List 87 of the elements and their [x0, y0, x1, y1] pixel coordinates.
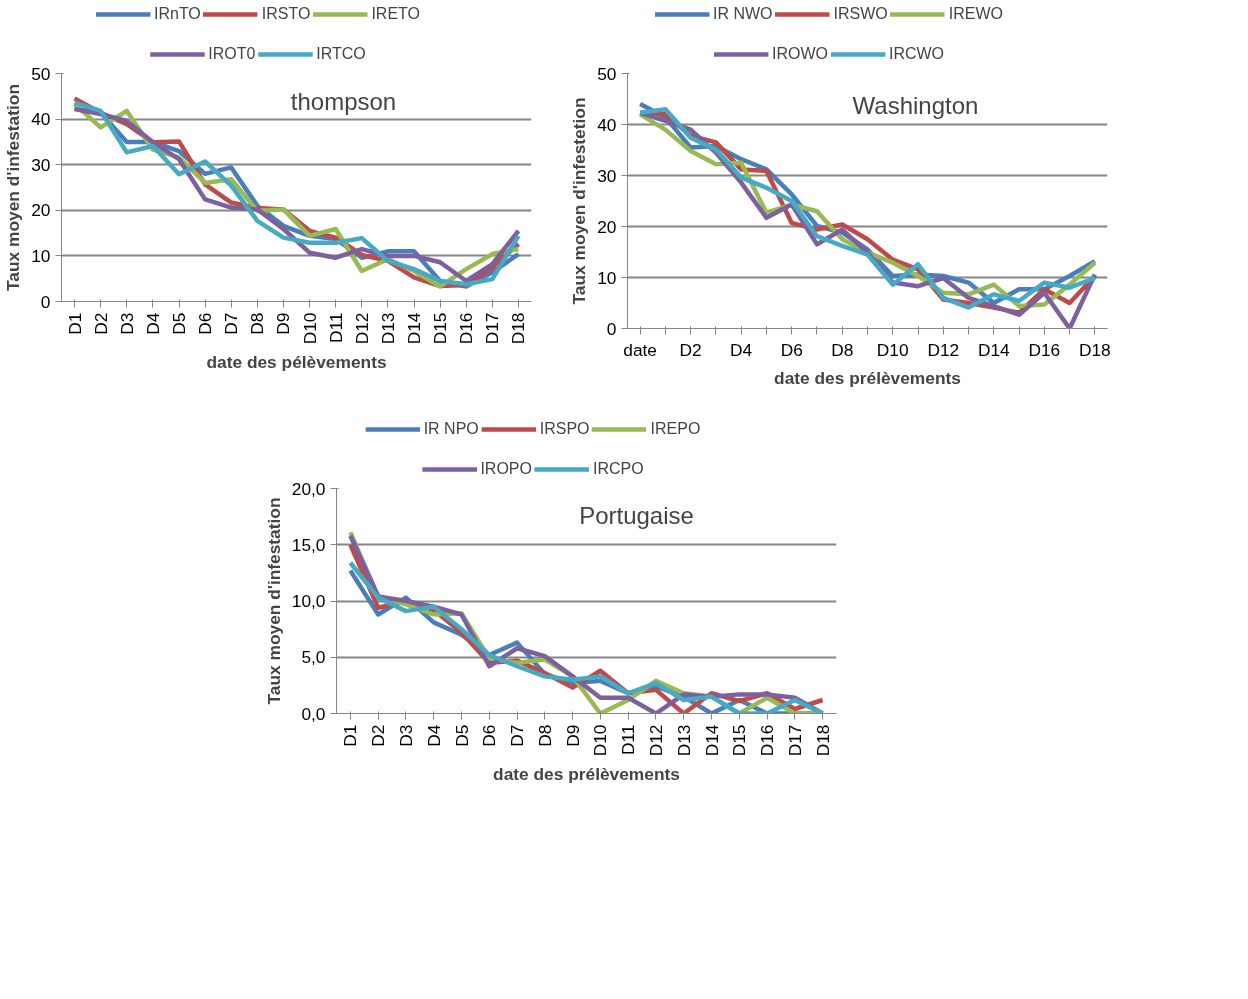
y-tick-label: 30 [597, 165, 617, 186]
y-tick-label: 50 [597, 63, 617, 84]
legend-label: IRCWO [888, 45, 945, 63]
x-tick-label: D4 [730, 339, 753, 360]
x-tick-label: D12 [645, 724, 666, 757]
x-tick-label: D9 [273, 312, 294, 335]
x-tick-label: D10 [299, 312, 320, 345]
x-tick-label: D9 [562, 724, 583, 747]
x-tick-label: D12 [927, 339, 960, 360]
y-tick-label: 20,0 [291, 478, 326, 499]
text: thompson [290, 87, 397, 115]
x-tick-label: D2 [90, 312, 111, 335]
x-tick-label: D1 [64, 312, 85, 335]
x-tick-label: D16 [456, 312, 477, 345]
x-tick-label: D6 [780, 339, 803, 360]
legend-label: IRCPO [592, 460, 644, 478]
y-tick-label: 40 [597, 114, 617, 135]
x-tick-label: D15 [729, 724, 750, 757]
legend-label: IR NWO [713, 5, 773, 23]
y-tick-label: 0,0 [301, 703, 326, 724]
x-tick-label: D17 [482, 312, 503, 345]
x-tick-label: D5 [169, 312, 189, 335]
x-axis-title: date des prélèvements [493, 764, 680, 785]
legend-label: IROPO [480, 460, 532, 478]
x-tick-label: D3 [116, 312, 137, 335]
y-tick-label: 15,0 [291, 534, 326, 555]
legend-label: IR NPO [423, 420, 479, 438]
x-tick-label: D17 [784, 724, 805, 757]
x-tick-label: D4 [423, 724, 444, 747]
x-tick-label: D18 [508, 312, 529, 345]
y-tick-label: 0 [40, 291, 51, 312]
y-axis-title: Taux moyen d'infestetion [569, 97, 590, 305]
x-axis-title: date des prélèvements [774, 367, 961, 388]
legend-label: IROWO [771, 45, 828, 63]
y-tick-label: 10 [31, 245, 51, 266]
legend-label: IROT0 [208, 45, 256, 63]
x-tick-label: D11 [325, 312, 346, 343]
text: Portugaise [579, 502, 694, 529]
y-axis-title: Taux moyen d'infestation [263, 497, 284, 705]
x-axis-title: date des pélèvements [206, 352, 387, 373]
text: Washington [852, 92, 979, 120]
legend-label: IREPO [650, 420, 701, 438]
y-axis-title: Taux moyen d'infestation [3, 84, 24, 291]
x-tick-label: D8 [831, 339, 854, 360]
x-tick-label: D16 [1028, 339, 1061, 360]
y-tick-label: 20 [31, 200, 51, 221]
x-tick-label: D13 [377, 312, 398, 345]
y-tick-label: 20 [597, 216, 617, 237]
x-tick-label: D18 [1078, 339, 1111, 360]
legend-label: IREWO [948, 5, 1003, 23]
x-tick-label: date [623, 339, 657, 360]
y-tick-label: 40 [31, 109, 51, 130]
legend-label: IRnTO [153, 5, 201, 23]
x-tick-label: D14 [701, 724, 722, 757]
x-tick-label: D10 [590, 724, 611, 757]
x-tick-label: D7 [221, 312, 242, 335]
x-tick-label: D11 [618, 724, 639, 755]
x-tick-label: D14 [404, 312, 424, 345]
x-tick-label: D13 [673, 724, 694, 757]
x-tick-label: D12 [351, 312, 372, 345]
x-tick-label: D15 [430, 312, 451, 345]
x-tick-label: D18 [812, 724, 833, 757]
y-tick-label: 0 [606, 318, 617, 339]
x-tick-label: D16 [757, 724, 778, 757]
x-tick-label: D3 [395, 724, 416, 747]
y-tick-label: 50 [31, 63, 51, 84]
legend-label: IRETO [371, 5, 421, 23]
x-tick-label: D2 [368, 724, 389, 747]
x-tick-label: D1 [340, 724, 361, 747]
x-tick-label: D5 [451, 724, 472, 747]
legend-label: IRSTO [261, 5, 311, 23]
x-tick-label: D10 [876, 339, 909, 360]
x-tick-label: D6 [479, 724, 500, 747]
y-tick-label: 10,0 [291, 591, 326, 611]
x-tick-label: D6 [195, 312, 216, 335]
x-tick-label: D2 [679, 339, 702, 360]
x-tick-label: D8 [534, 724, 555, 747]
legend-label: IRSPO [539, 420, 590, 438]
x-tick-label: D4 [142, 312, 163, 335]
legend-label: IRTCO [316, 45, 366, 63]
y-tick-label: 10 [597, 267, 617, 288]
legend-label: IRSWO [833, 5, 888, 23]
x-tick-label: D8 [247, 312, 268, 335]
y-tick-label: 30 [31, 154, 51, 175]
x-tick-label: D14 [977, 339, 1011, 360]
x-tick-label: D7 [507, 724, 528, 747]
y-tick-label: 5,0 [301, 647, 326, 668]
